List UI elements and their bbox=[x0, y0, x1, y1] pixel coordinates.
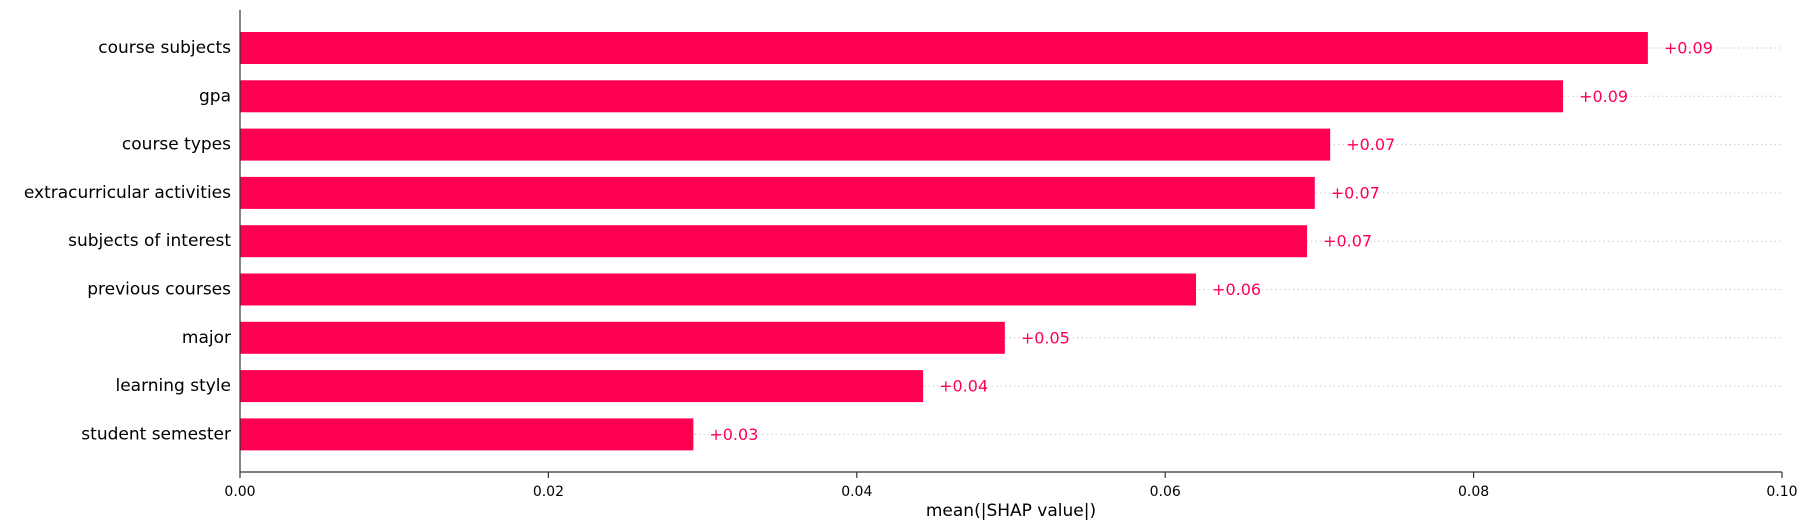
value-label-learning-style: +0.04 bbox=[939, 377, 988, 396]
category-label-major: major bbox=[182, 328, 231, 348]
x-ticks: 0.00 0.02 0.04 0.06 0.08 0.10 bbox=[224, 472, 1798, 500]
category-label-student-semester: student semester bbox=[81, 424, 231, 444]
x-tick-label: 0.04 bbox=[841, 484, 872, 500]
value-label-gpa: +0.09 bbox=[1579, 87, 1628, 106]
x-tick-label: 0.06 bbox=[1150, 484, 1181, 500]
value-label-major: +0.05 bbox=[1021, 328, 1070, 347]
category-label-course-types: course types bbox=[122, 135, 231, 155]
bars bbox=[240, 32, 1648, 451]
x-tick-label: 0.00 bbox=[224, 484, 255, 500]
value-label-student-semester: +0.03 bbox=[709, 425, 758, 444]
bar-student-semester bbox=[240, 418, 694, 451]
bar-subjects-of-interest bbox=[240, 225, 1308, 258]
x-tick-label: 0.08 bbox=[1458, 484, 1489, 500]
category-labels: course subjects gpa course types extracurri… bbox=[24, 38, 231, 444]
value-label-course-types: +0.07 bbox=[1346, 135, 1395, 154]
category-label-course-subjects: course subjects bbox=[98, 38, 231, 58]
bar-previous-courses bbox=[240, 273, 1197, 306]
category-label-gpa: gpa bbox=[199, 86, 231, 106]
bar-gpa bbox=[240, 80, 1564, 113]
value-label-extracurricular-activities: +0.07 bbox=[1331, 183, 1380, 202]
value-label-previous-courses: +0.06 bbox=[1212, 280, 1261, 299]
category-label-subjects-of-interest: subjects of interest bbox=[68, 231, 231, 251]
x-tick-label: 0.02 bbox=[533, 484, 564, 500]
bar-learning-style bbox=[240, 370, 924, 403]
category-label-learning-style: learning style bbox=[115, 376, 231, 396]
bar-extracurricular-activities bbox=[240, 176, 1315, 209]
x-tick-label: 0.10 bbox=[1766, 484, 1797, 500]
bar-course-types bbox=[240, 128, 1331, 161]
category-label-previous-courses: previous courses bbox=[87, 280, 231, 300]
x-axis-title: mean(|SHAP value|) bbox=[926, 501, 1096, 521]
bar-course-subjects bbox=[240, 32, 1648, 64]
value-label-course-subjects: +0.09 bbox=[1664, 39, 1713, 58]
value-label-subjects-of-interest: +0.07 bbox=[1323, 232, 1372, 251]
value-labels: +0.09 +0.09 +0.07 +0.07 +0.07 +0.06 +0.05 +0.04… bbox=[709, 39, 1713, 444]
bar-major bbox=[240, 321, 1005, 354]
category-label-extracurricular-activities: extracurricular activities bbox=[24, 183, 231, 203]
